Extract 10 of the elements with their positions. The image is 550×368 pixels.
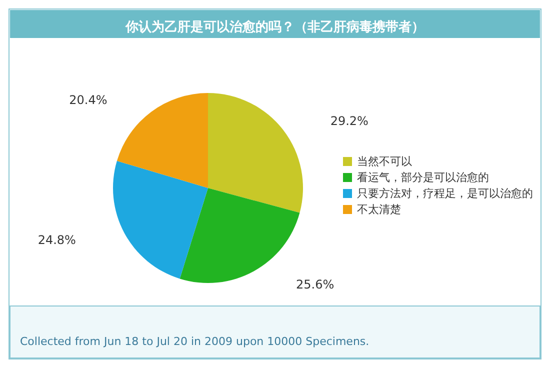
legend-label: 看运气，部分是可以治愈的 [357, 171, 489, 184]
data-label: 24.8% [38, 232, 76, 247]
data-label: 29.2% [330, 114, 368, 128]
text: Collected from Jun 18 to Jul 20 in 2009 upon 10000 Specimens. [20, 335, 370, 348]
legend-label: 不太清楚 [357, 203, 401, 216]
data-label: 20.4% [69, 92, 108, 107]
data-label: 25.6% [296, 277, 334, 292]
legend-label: 当然不可以 [357, 155, 412, 168]
legend-label: 只要方法对，疗程足，是可以治愈的 [357, 187, 533, 200]
chart-title: 你认为乙肝是可以治愈的吗？（非乙肝病毒携带者） [124, 19, 424, 35]
